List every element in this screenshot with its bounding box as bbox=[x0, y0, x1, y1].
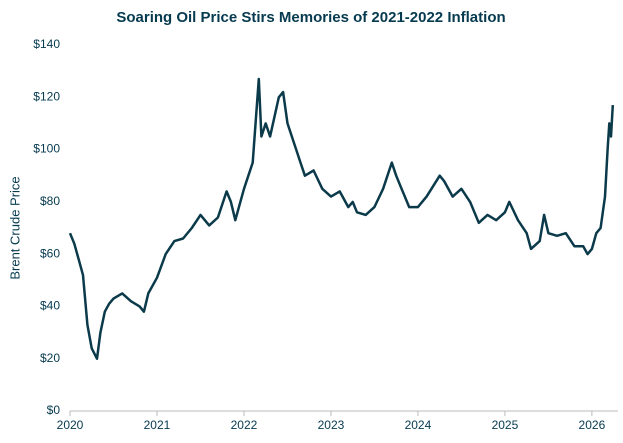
chart-title: Soaring Oil Price Stirs Memories of 2021… bbox=[116, 9, 505, 26]
x-tick-label: 2023 bbox=[318, 418, 345, 432]
y-tick-label: $20 bbox=[40, 351, 60, 365]
y-tick-label: $0 bbox=[47, 403, 61, 417]
y-tick-label: $140 bbox=[33, 37, 60, 51]
y-tick-label: $100 bbox=[33, 142, 60, 156]
x-tick-label: 2020 bbox=[57, 418, 84, 432]
y-tick-label: $80 bbox=[40, 194, 60, 208]
x-tick-label: 2021 bbox=[144, 418, 171, 432]
y-tick-label: $60 bbox=[40, 246, 60, 260]
y-tick-label: $40 bbox=[40, 299, 60, 313]
x-tick-label: 2024 bbox=[405, 418, 432, 432]
y-axis-label: Brent Crude Price bbox=[7, 176, 22, 279]
price-line bbox=[68, 77, 615, 360]
x-tick-label: 2022 bbox=[231, 418, 258, 432]
y-tick-label: $120 bbox=[33, 89, 60, 103]
x-tick-label: 2026 bbox=[579, 418, 606, 432]
x-tick-label: 2025 bbox=[492, 418, 519, 432]
